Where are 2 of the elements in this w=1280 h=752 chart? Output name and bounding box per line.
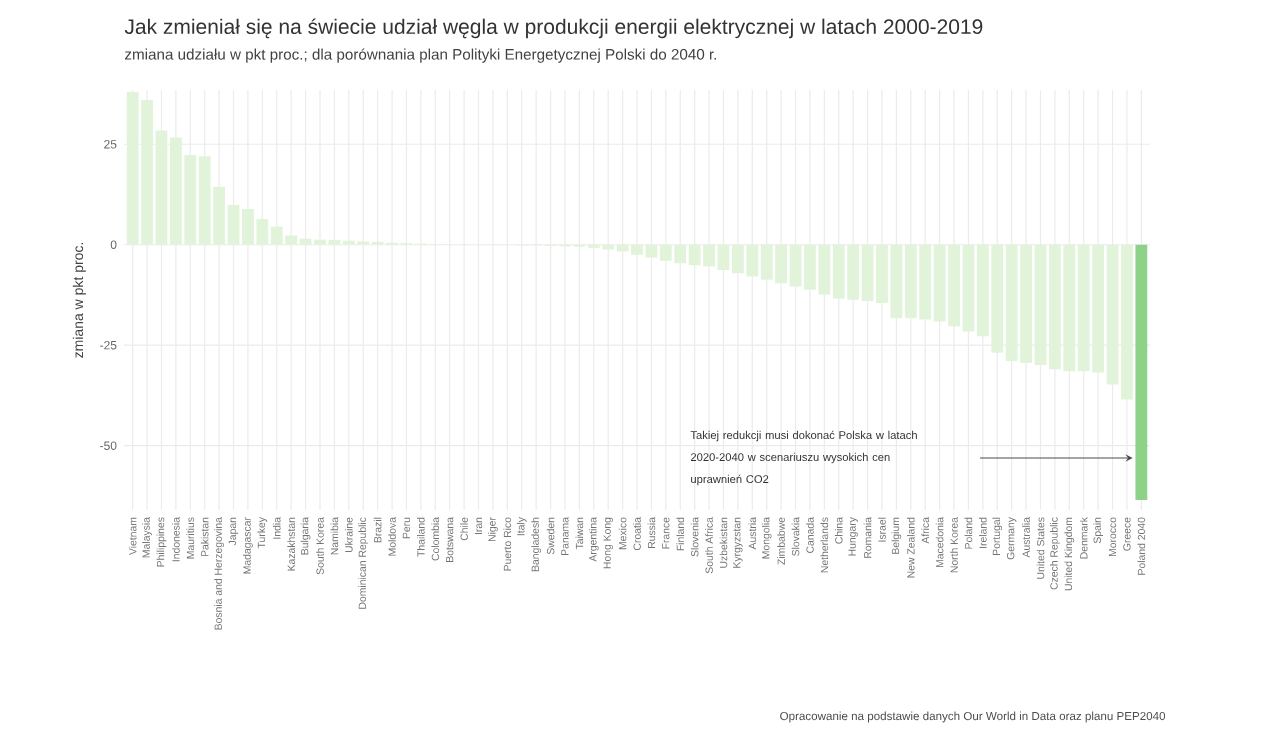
bar xyxy=(1135,244,1148,500)
chart-title: Jak zmieniał się na świecie udział węgla w produkcji energii elektrycznej w latach 2000-2019 xyxy=(124,18,983,39)
